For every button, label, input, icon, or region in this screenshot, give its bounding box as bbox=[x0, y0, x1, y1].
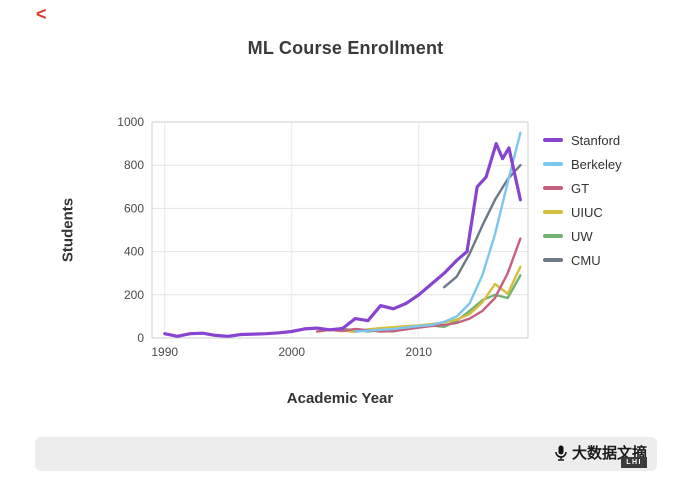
y-axis-label: Students bbox=[59, 197, 77, 263]
y-tick-label: 400 bbox=[124, 245, 144, 259]
legend-label: UIUC bbox=[571, 204, 603, 220]
legend-item-uiuc: UIUC bbox=[543, 204, 622, 220]
x-axis-label: Academic Year bbox=[286, 390, 394, 407]
legend-item-stanford: Stanford bbox=[543, 132, 622, 148]
legend-label: CMU bbox=[571, 252, 601, 268]
chart-plot: 0 200 400 600 800 1000 1990 2000 2010 bbox=[117, 115, 529, 359]
x-tick-label: 2010 bbox=[405, 345, 432, 359]
plot-background bbox=[152, 122, 528, 338]
back-chevron[interactable]: < bbox=[36, 4, 47, 24]
y-tick-label: 200 bbox=[124, 288, 144, 302]
series-line-stanford bbox=[163, 141, 522, 338]
legend-item-uw: UW bbox=[543, 228, 622, 244]
legend-label: Stanford bbox=[571, 132, 621, 148]
legend-item-gt: GT bbox=[543, 180, 622, 196]
legend-swatch bbox=[543, 258, 563, 262]
x-tick-label: 2000 bbox=[278, 345, 305, 359]
legend-item-berkeley: Berkeley bbox=[543, 156, 622, 172]
legend-swatch bbox=[543, 210, 563, 214]
plot-border bbox=[151, 121, 529, 339]
legend-label: Berkeley bbox=[571, 156, 622, 172]
watermark-badge: LHI bbox=[621, 457, 647, 468]
bottom-bar: 大数据文摘 LHI bbox=[35, 437, 657, 471]
y-tick-label: 0 bbox=[137, 331, 144, 345]
y-tick-label: 1000 bbox=[117, 115, 144, 129]
legend-swatch bbox=[543, 138, 563, 142]
microphone-icon bbox=[554, 445, 568, 461]
series-line-berkeley bbox=[354, 131, 522, 333]
y-tick-label: 800 bbox=[124, 158, 144, 172]
legend-swatch bbox=[543, 162, 563, 166]
chart-legend: Stanford Berkeley GT UIUC UW CMU bbox=[543, 133, 622, 277]
legend-label: UW bbox=[571, 228, 593, 244]
legend-item-cmu: CMU bbox=[543, 252, 622, 268]
legend-label: GT bbox=[571, 180, 590, 196]
series-line-gt bbox=[315, 237, 522, 333]
chart-title: ML Course Enrollment bbox=[247, 38, 444, 58]
legend-swatch bbox=[543, 234, 563, 238]
x-tick-label: 1990 bbox=[151, 345, 178, 359]
y-tick-label: 600 bbox=[124, 201, 144, 215]
legend-swatch bbox=[543, 186, 563, 190]
